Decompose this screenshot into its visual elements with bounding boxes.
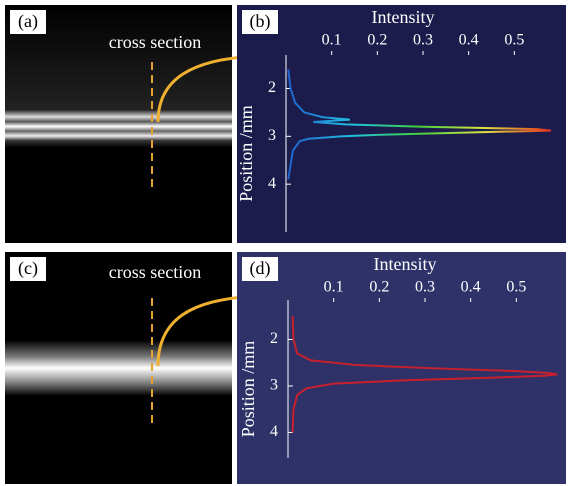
x-tick-label: 0.2 xyxy=(367,32,387,49)
x-axis-label: Intensity xyxy=(372,7,435,27)
y-axis-label: Position /mm xyxy=(236,105,256,202)
x-tick-label: 0.4 xyxy=(459,32,479,49)
x-tick-label: 0.1 xyxy=(324,279,344,296)
label-box xyxy=(242,257,278,281)
profile-line xyxy=(291,316,558,433)
annotation: cross section xyxy=(109,32,201,52)
annotation: cross section xyxy=(109,262,201,282)
y-tick-label: 4 xyxy=(270,423,278,440)
panel-label: (b) xyxy=(250,11,271,32)
x-tick-label: 0.3 xyxy=(415,279,435,296)
panel-label: (c) xyxy=(18,258,38,279)
x-tick-label: 0.5 xyxy=(506,279,526,296)
label-box xyxy=(10,10,46,34)
y-tick-label: 3 xyxy=(268,127,276,144)
panel-label: (a) xyxy=(18,11,38,32)
label-box xyxy=(10,257,46,281)
plot-background xyxy=(237,5,566,243)
y-tick-label: 3 xyxy=(270,377,278,394)
y-tick-label: 2 xyxy=(270,330,278,347)
profile-line xyxy=(287,69,551,180)
x-tick-label: 0.2 xyxy=(369,279,389,296)
y-axis-label: Position /mm xyxy=(238,341,258,438)
label-box xyxy=(242,10,278,34)
plot-background xyxy=(237,252,566,484)
y-tick-label: 4 xyxy=(268,175,276,192)
charts: (b) Intensity Position /mm 0.1 0.2 0.3 0.4 0.5 2… xyxy=(236,5,566,484)
x-tick-label: 0.4 xyxy=(461,279,481,296)
x-tick-label: 0.3 xyxy=(413,32,433,49)
x-tick-label: 0.1 xyxy=(322,32,342,49)
image-a-beam xyxy=(5,5,232,243)
y-tick-label: 2 xyxy=(268,79,276,96)
x-axis-label: Intensity xyxy=(374,254,437,274)
panel-label: (d) xyxy=(250,258,271,279)
image-c xyxy=(5,252,232,484)
x-tick-label: 0.5 xyxy=(504,32,524,49)
